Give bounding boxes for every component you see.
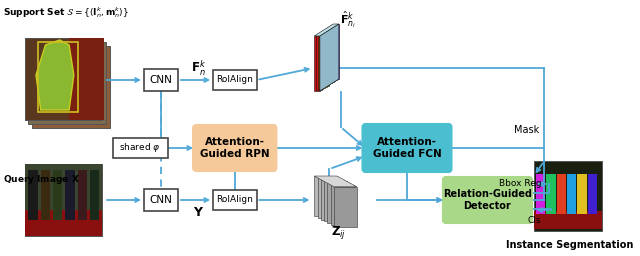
Text: Attention-
Guided FCN: Attention- Guided FCN (372, 137, 442, 159)
Bar (577, 174, 587, 214)
Text: CNN: CNN (150, 195, 172, 205)
Polygon shape (332, 25, 337, 80)
FancyBboxPatch shape (213, 190, 257, 210)
Bar (65, 170, 75, 220)
Bar (77, 170, 87, 220)
FancyBboxPatch shape (213, 70, 257, 90)
Polygon shape (324, 182, 347, 221)
Bar (38, 42, 77, 112)
Bar (534, 211, 602, 229)
Text: Attention-
Guided RPN: Attention- Guided RPN (200, 137, 269, 159)
Bar (41, 170, 50, 220)
FancyBboxPatch shape (24, 38, 102, 120)
Bar (28, 170, 38, 220)
Polygon shape (317, 178, 340, 218)
FancyBboxPatch shape (144, 189, 178, 211)
Text: CNN: CNN (150, 75, 172, 85)
Polygon shape (323, 30, 328, 86)
FancyBboxPatch shape (32, 46, 110, 128)
Polygon shape (324, 29, 330, 84)
Polygon shape (331, 185, 353, 225)
Bar (24, 210, 102, 236)
FancyBboxPatch shape (24, 164, 102, 236)
FancyBboxPatch shape (193, 125, 276, 171)
Text: Bbox Reg: Bbox Reg (499, 179, 541, 188)
Text: shared $\varphi$: shared $\varphi$ (119, 142, 161, 155)
FancyBboxPatch shape (362, 124, 451, 172)
Bar (24, 164, 102, 236)
Text: $\hat{\mathbf{F}}_{n_i}^k$: $\hat{\mathbf{F}}_{n_i}^k$ (340, 9, 356, 30)
Polygon shape (328, 183, 350, 223)
FancyBboxPatch shape (443, 177, 532, 223)
Polygon shape (314, 176, 357, 187)
Bar (567, 174, 577, 214)
Text: $\mathbf{F}_n^k$: $\mathbf{F}_n^k$ (191, 58, 206, 78)
Bar (90, 170, 99, 220)
Polygon shape (333, 24, 339, 79)
Text: Mask: Mask (515, 125, 540, 135)
Text: Support Set $\mathcal{S} = \{(\mathbf{I}_n^k, \mathbf{m}_n^k)\}$: Support Set $\mathcal{S} = \{(\mathbf{I}… (3, 5, 129, 20)
Polygon shape (319, 33, 325, 88)
Polygon shape (334, 187, 357, 227)
Polygon shape (314, 36, 320, 91)
Bar (557, 174, 566, 214)
Polygon shape (314, 24, 339, 36)
Bar (53, 170, 63, 220)
Polygon shape (321, 32, 327, 87)
Text: $\mathbf{Y}$: $\mathbf{Y}$ (193, 207, 204, 219)
Polygon shape (326, 28, 332, 83)
Bar (69, 38, 104, 120)
FancyBboxPatch shape (113, 138, 168, 158)
Text: Relation-Guided
Detector: Relation-Guided Detector (443, 189, 532, 211)
FancyBboxPatch shape (534, 161, 602, 231)
Polygon shape (314, 176, 337, 216)
Bar (588, 174, 597, 214)
Bar (536, 174, 545, 214)
Polygon shape (330, 26, 335, 81)
Polygon shape (320, 24, 339, 91)
FancyBboxPatch shape (144, 69, 178, 91)
Text: Instance Segmentation: Instance Segmentation (506, 240, 634, 250)
FancyBboxPatch shape (24, 38, 102, 120)
Bar (546, 174, 556, 214)
Text: Cls: Cls (528, 216, 541, 225)
Text: $\mathbf{Z}_{ij}$: $\mathbf{Z}_{ij}$ (332, 224, 346, 241)
Polygon shape (317, 34, 323, 89)
Text: Query Image $\mathbf{X}$: Query Image $\mathbf{X}$ (3, 173, 80, 186)
Polygon shape (321, 180, 344, 220)
Polygon shape (328, 27, 333, 82)
FancyBboxPatch shape (28, 42, 106, 124)
Polygon shape (316, 35, 322, 90)
Polygon shape (36, 40, 74, 110)
Text: RoIAlign: RoIAlign (216, 76, 253, 84)
Text: RoIAlign: RoIAlign (216, 196, 253, 205)
